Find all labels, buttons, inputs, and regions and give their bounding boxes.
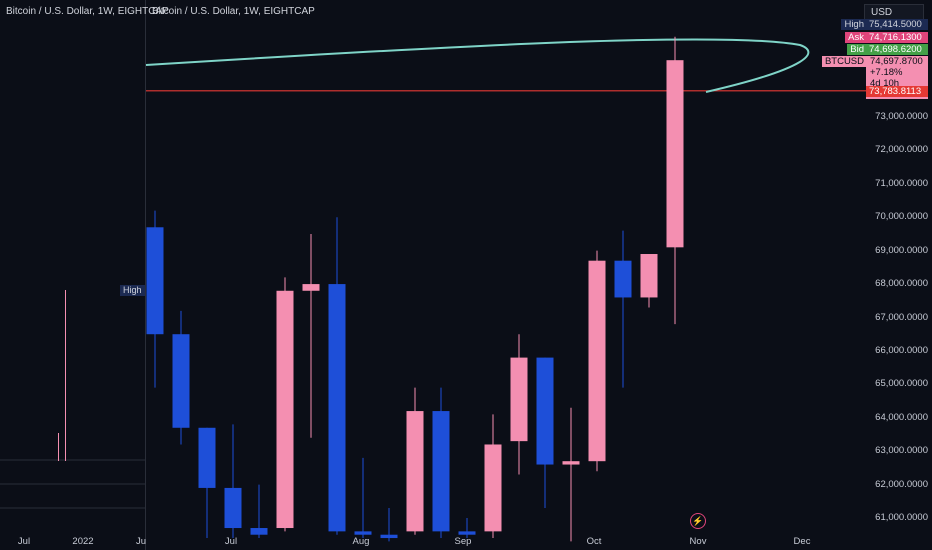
time-tick: Dec [793,536,811,547]
price-tick: 71,000.0000 [875,177,928,189]
candle-body [484,444,502,532]
price-tick: 63,000.0000 [875,445,928,457]
symbol-tag: BTCUSD [821,56,867,67]
candle-body [276,290,294,529]
price-tick: 68,000.0000 [875,278,928,290]
price-tick: 64,000.0000 [875,411,928,423]
high-tag-label: High [841,19,867,30]
candle-body [328,284,346,532]
candle-body [536,357,554,465]
candle-body [380,534,398,539]
price-tick: 70,000.0000 [875,211,928,223]
price-tick: 62,000.0000 [875,478,928,490]
candle-body [562,461,580,465]
price-tick: 65,000.0000 [875,378,928,390]
candle-body [302,284,320,291]
price-change: +7.18% [870,67,903,78]
candle-body [458,531,476,535]
bid-tag-value: 74,698.6200 [866,44,928,55]
candle-body [406,411,424,532]
left-pane [0,0,146,550]
candle-body [666,60,684,248]
candle-body [172,334,190,428]
candle-body [250,528,268,535]
price-tick: 66,000.0000 [875,344,928,356]
horizontal-line-tag: 73,783.8113 [866,86,928,97]
time-tick: 2022 [72,536,94,547]
candle-body [224,487,242,529]
candle-body [588,260,606,462]
time-tick: Aug [352,536,370,547]
time-tick: Oct [586,536,602,547]
time-tick: Jul [224,536,238,547]
currency-selector[interactable]: USD [864,4,924,20]
price-tick: 72,000.0000 [875,144,928,156]
candle-body [510,357,528,442]
price-tick: 73,000.0000 [875,111,928,122]
candle-body [146,227,164,335]
price-tick: 61,000.0000 [875,512,928,523]
bid-tag-label: Bid [847,44,867,55]
ask-tag-label: Ask [845,32,867,43]
candle-body [198,427,216,488]
price-tick: 69,000.0000 [875,244,928,256]
main-pane-title: Bitcoin / U.S. Dollar, 1W, EIGHTCAP [152,6,315,17]
price-tick: 67,000.0000 [875,311,928,323]
time-tick: Sep [454,536,472,547]
lightning-icon[interactable]: ⚡ [690,513,706,529]
candle-body [640,254,658,298]
candle-body [432,411,450,532]
time-tick: Ju [135,536,147,547]
candle-body [614,260,632,298]
last-price-value: 74,697.8700 [870,56,923,67]
candle-body [354,531,372,535]
drawing-curve [145,38,810,93]
time-tick: Nov [689,536,707,547]
bar-countdown: 4d 10h [870,78,900,89]
left-pane-title: Bitcoin / U.S. Dollar, 1W, EIGHTCAP [6,6,169,17]
time-tick: Jul [17,536,31,547]
high-marker: High [120,285,145,296]
ask-tag-value: 74,716.1300 [866,32,928,43]
high-tag-value: 75,414.5000 [866,19,928,30]
